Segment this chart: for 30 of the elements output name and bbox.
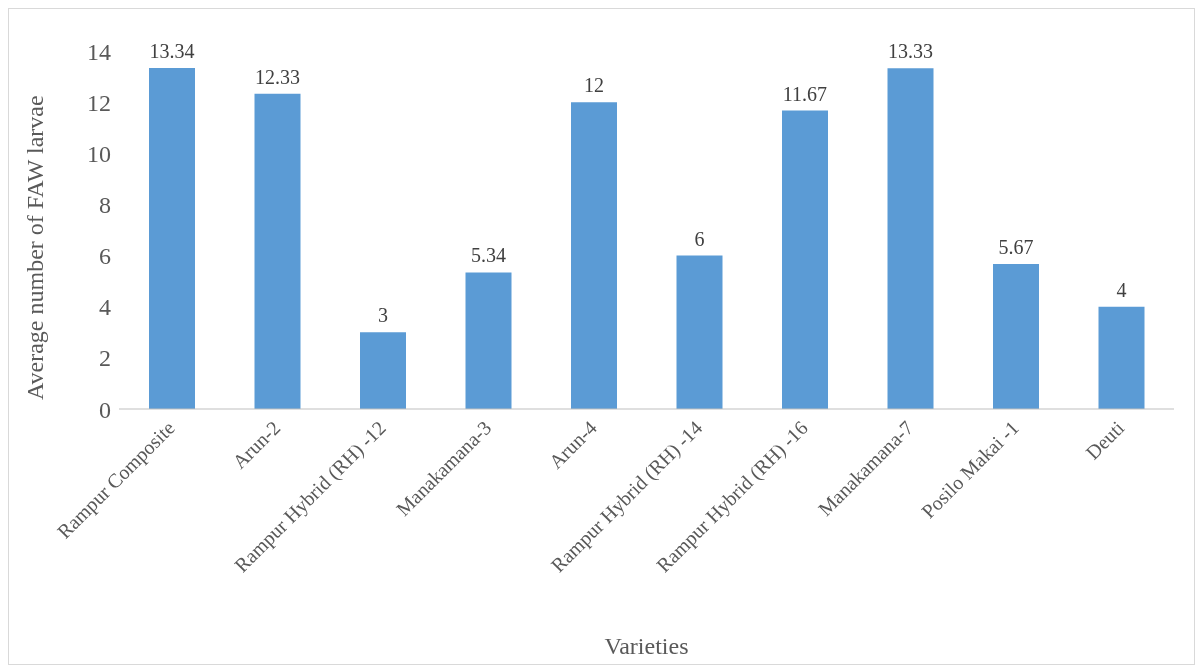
y-tick-label: 14 [87,38,111,65]
data-label: 13.34 [149,39,195,62]
bar [465,272,512,409]
bar [782,110,828,409]
bar [571,102,617,409]
data-label: 12 [584,74,604,97]
data-label: 13.33 [888,40,933,63]
y-tick-label: 2 [99,345,111,372]
bar [676,255,723,409]
bar [149,67,195,409]
bar [1098,306,1145,409]
y-tick-label: 4 [99,294,111,321]
data-label: 3 [378,304,388,327]
bar [887,68,934,409]
data-label: 5.34 [471,244,506,267]
y-tick-label: 10 [87,140,111,167]
y-tick-label: 6 [99,243,111,270]
y-axis-title: Average number of FAW larvae [21,95,48,400]
y-tick-label: 8 [99,191,111,218]
data-label: 12.33 [255,65,300,88]
data-label: 5.67 [998,236,1034,259]
y-tick-label: 12 [87,89,111,116]
data-label: 11.67 [782,82,828,105]
x-axis-title: Varieties [604,633,689,659]
data-label: 4 [1116,278,1127,301]
data-label: 6 [694,227,705,250]
bar [993,264,1039,409]
bar [254,93,301,409]
y-tick-label: 0 [99,396,111,423]
bar [360,332,406,409]
